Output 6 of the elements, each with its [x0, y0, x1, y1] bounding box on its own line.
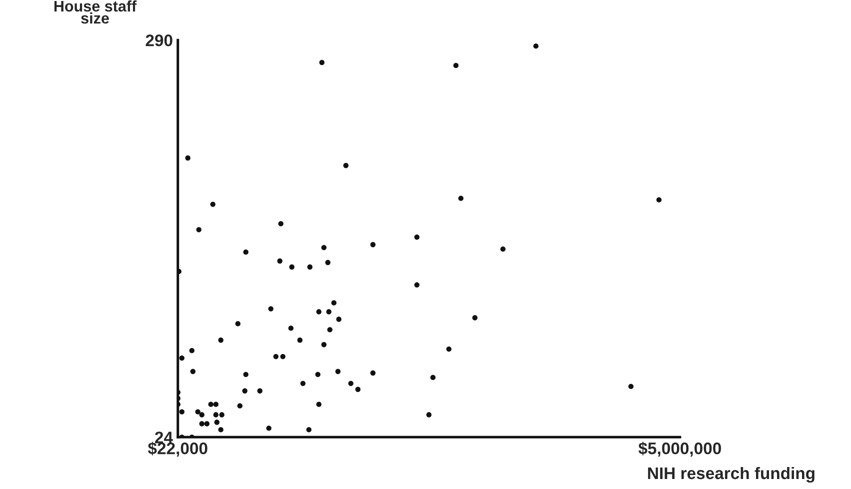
y-axis-title: House staff size — [54, 0, 137, 24]
x-tick-label: $5,000,000 — [638, 442, 721, 457]
x-tick-label: $22,000 — [148, 442, 208, 457]
y-tick-label: 24 — [155, 432, 173, 444]
x-axis-title: NIH research funding — [648, 466, 814, 483]
y-tick-label: 290 — [146, 34, 172, 46]
